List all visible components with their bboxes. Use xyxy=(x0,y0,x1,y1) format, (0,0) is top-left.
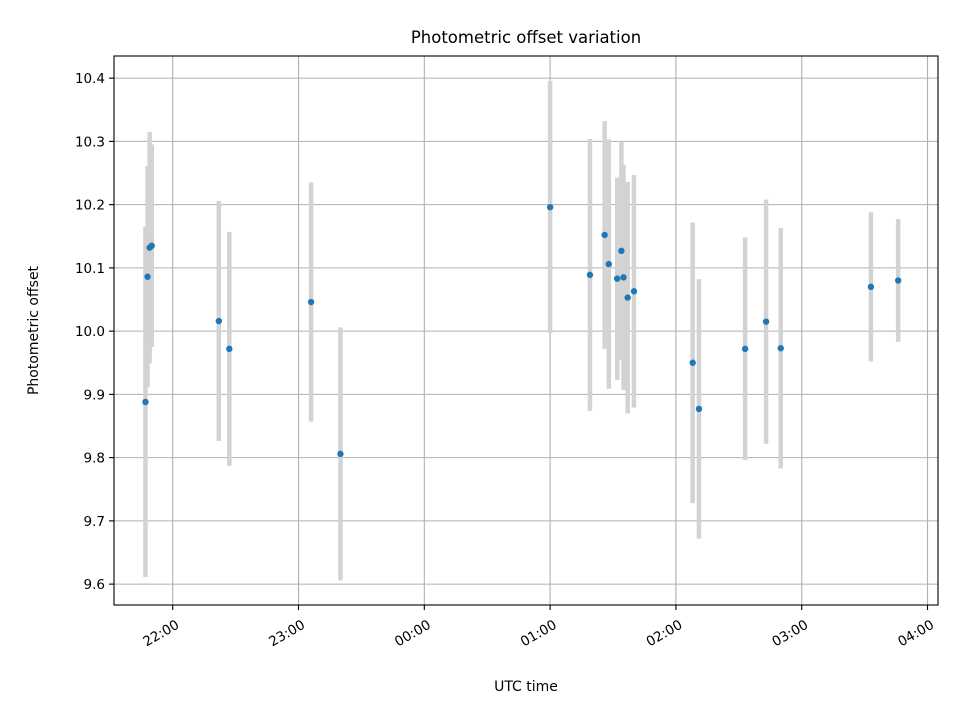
data-point xyxy=(618,247,625,255)
data-point xyxy=(586,271,594,279)
y-tick-label: 9.9 xyxy=(84,387,105,403)
data-point xyxy=(546,203,554,211)
data-point xyxy=(337,450,344,458)
chart-title: Photometric offset variation xyxy=(411,28,641,47)
y-axis-title: Photometric offset xyxy=(26,265,42,395)
data-point xyxy=(144,273,151,280)
data-point xyxy=(867,283,875,291)
y-tick-label: 10.3 xyxy=(75,134,105,150)
data-point xyxy=(605,260,613,268)
x-axis-title: UTC time xyxy=(494,679,558,695)
y-axis-ticks: 9.6 9.7 9.8 9.9 10.0 10.1 10.2 10.3 10.4 xyxy=(75,71,114,593)
y-tick-label: 9.8 xyxy=(84,451,105,467)
data-point xyxy=(894,277,902,284)
y-tick-label: 10.2 xyxy=(75,198,105,214)
data-point xyxy=(601,231,608,239)
grid xyxy=(114,56,938,605)
data-point xyxy=(620,274,627,281)
y-tick-label: 9.7 xyxy=(84,514,105,530)
y-tick-label: 10.4 xyxy=(75,71,105,87)
data-points xyxy=(142,203,902,458)
y-tick-label: 9.6 xyxy=(84,577,105,593)
data-point xyxy=(689,359,696,366)
data-point xyxy=(695,405,703,413)
plot-area-frame xyxy=(113,55,939,606)
data-point xyxy=(762,318,770,325)
data-point xyxy=(614,275,621,282)
data-point xyxy=(624,294,631,301)
data-point xyxy=(142,398,149,406)
y-tick-label: 10.0 xyxy=(75,324,105,340)
data-point xyxy=(148,242,155,249)
data-point xyxy=(777,345,784,352)
data-point xyxy=(215,317,223,325)
data-point xyxy=(630,288,638,295)
data-point xyxy=(741,345,749,353)
data-point xyxy=(307,298,315,306)
y-tick-label: 10.1 xyxy=(75,261,105,277)
data-point xyxy=(226,345,233,353)
